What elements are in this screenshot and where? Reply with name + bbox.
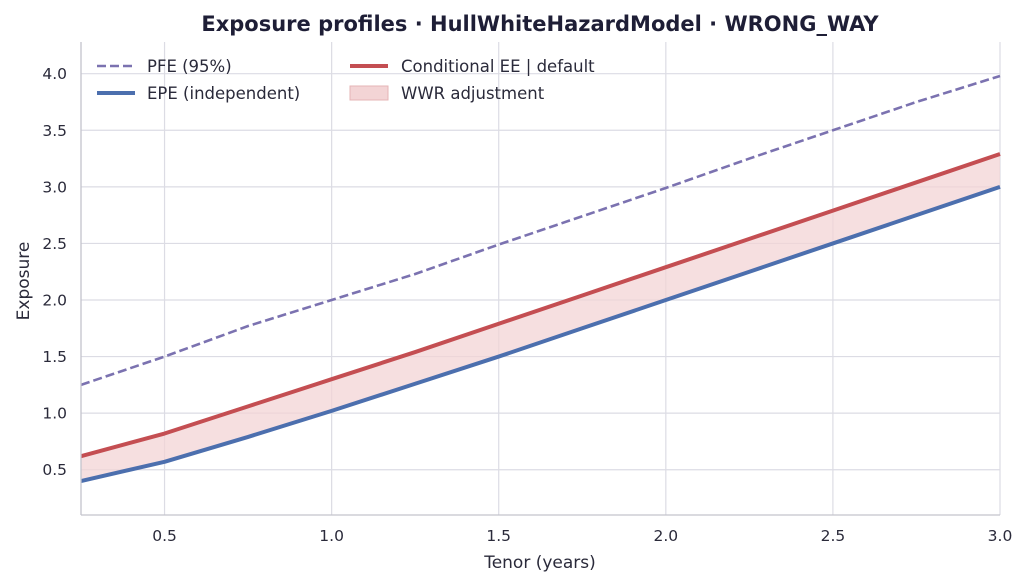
y-tick-label-3: 2.0 bbox=[42, 292, 67, 310]
x-tick-labels: 0.5 1.0 1.5 2.0 2.5 3.0 bbox=[152, 527, 1012, 545]
y-tick-label-1: 1.0 bbox=[42, 405, 67, 423]
epe-line bbox=[80, 184, 1001, 484]
y-tick-labels: 0.5 1.0 1.5 2.0 2.5 3.0 3.5 4.0 bbox=[42, 65, 67, 479]
legend-label-wwr-adjustment: WWR adjustment bbox=[401, 84, 545, 103]
pfe-line bbox=[80, 74, 1001, 387]
y-tick-label-5: 3.0 bbox=[42, 178, 67, 196]
legend-label-pfe: PFE (95%) bbox=[147, 57, 232, 76]
legend-label-epe: EPE (independent) bbox=[147, 84, 300, 103]
y-tick-label-0: 0.5 bbox=[42, 461, 67, 479]
wwr-adjustment-area bbox=[81, 154, 1000, 482]
x-tick-label-2: 1.5 bbox=[486, 527, 511, 545]
y-tick-label-6: 3.5 bbox=[42, 122, 67, 140]
legend-swatch-wwr-adjustment bbox=[349, 85, 389, 101]
chart-title: Exposure profiles · HullWhiteHazardModel… bbox=[201, 12, 879, 36]
y-tick-label-2: 1.5 bbox=[42, 348, 67, 366]
wwr-adjustment-band bbox=[81, 154, 1000, 482]
grid-lines bbox=[81, 42, 1001, 515]
legend-label-conditional-ee: Conditional EE | default bbox=[401, 57, 595, 76]
y-axis-label: Exposure bbox=[14, 242, 34, 321]
x-axis-label: Tenor (years) bbox=[483, 553, 596, 573]
x-tick-label-3: 2.0 bbox=[653, 527, 678, 545]
x-tick-label-5: 3.0 bbox=[988, 527, 1013, 545]
y-tick-label-7: 4.0 bbox=[42, 65, 67, 83]
axes bbox=[80, 42, 1000, 516]
x-tick-label-4: 2.5 bbox=[821, 527, 846, 545]
series-lines bbox=[80, 74, 1001, 484]
legend: PFE (95%) EPE (independent) Conditional … bbox=[97, 57, 595, 103]
y-tick-label-4: 2.5 bbox=[42, 235, 67, 253]
x-tick-label-1: 1.0 bbox=[319, 527, 344, 545]
conditional-ee-line bbox=[80, 152, 1001, 459]
x-tick-label-0: 0.5 bbox=[152, 527, 177, 545]
